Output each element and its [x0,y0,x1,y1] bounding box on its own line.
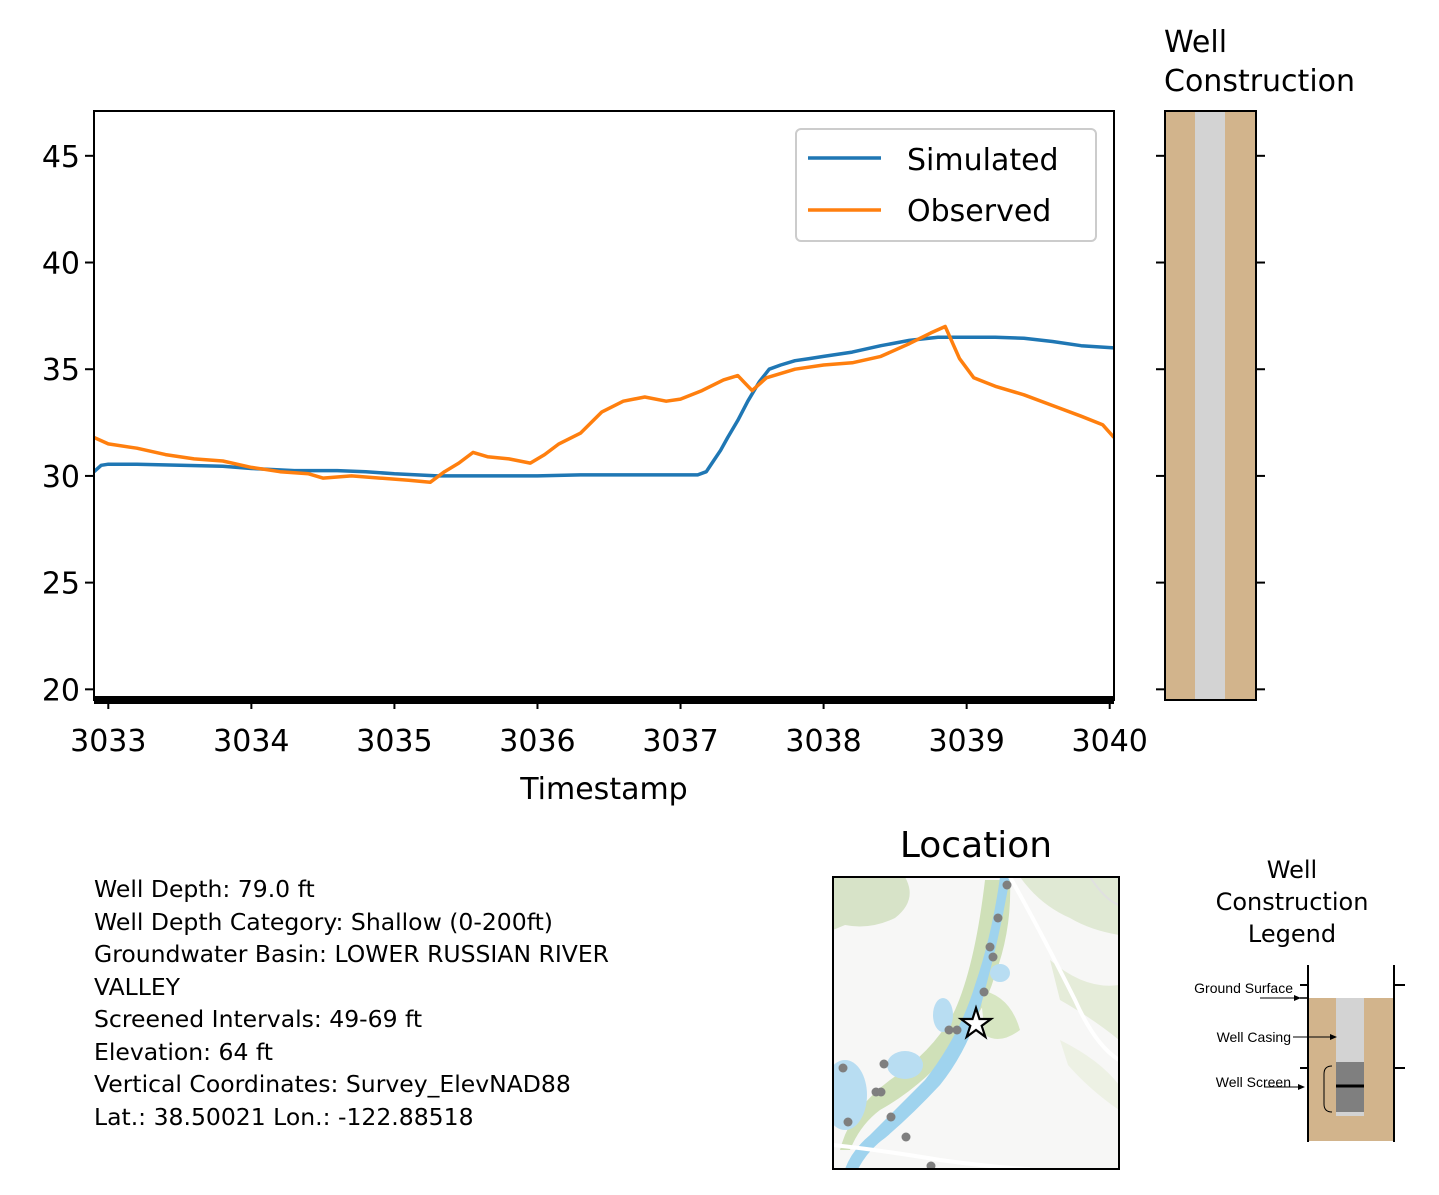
info-line-elevation: Elevation: 64 ft [94,1037,273,1066]
y-tick-label: 25 [42,567,80,602]
x-tick-label: 3040 [1072,724,1148,759]
map-frame [832,876,1120,1170]
well-construction-legend: Well Construction Legend Ground Surface … [1194,856,1405,1142]
location-map: Location [832,825,1120,1170]
y-tick-label: 45 [42,140,80,175]
star-icon [957,1004,995,1040]
well-construction-title-line2: Construction [1164,64,1355,99]
legend-title-line2: Construction [1216,888,1369,916]
legend-title-line1: Well [1267,856,1317,884]
legend: Simulated Observed [795,128,1097,242]
legend-label-simulated: Simulated [907,143,1059,178]
legend-well-screen-label: Well Screen [1216,1074,1291,1090]
legend-ground-surface-label: Ground Surface [1194,980,1293,996]
y-tick-label: 40 [42,247,80,282]
y-tick-label: 35 [42,353,80,388]
info-line-basin-cont: VALLEY [94,972,181,1001]
y-tick-label: 20 [42,673,80,708]
x-tick-label: 3039 [928,724,1004,759]
plot-frame [93,110,1115,701]
info-line-depth-category: Well Depth Category: Shallow (0-200ft) [94,907,553,936]
well-construction-panel: Well Construction [1156,25,1355,701]
legend-well-casing-label: Well Casing [1217,1029,1291,1045]
legend-title-line3: Legend [1248,920,1336,948]
y-tick-label: 30 [42,460,80,495]
x-tick-label: 3036 [499,724,575,759]
x-tick-label: 3035 [356,724,432,759]
x-tick-label: 3037 [642,724,718,759]
info-line-vertical-coords: Vertical Coordinates: Survey_ElevNAD88 [94,1070,571,1098]
well-construction-title-line1: Well [1164,25,1227,60]
info-line-screened-intervals: Screened Intervals: 49-69 ft [94,1005,423,1033]
well-casing-fill [1195,111,1225,700]
x-tick-label: 3038 [785,724,861,759]
groundwater-level-chart: 3033 3034 3035 3036 3037 3038 3039 3040 2025303… [42,110,1148,807]
well-construction-frame [1164,110,1257,701]
well-info-block: Well Depth: 79.0 ft Well Depth Category:… [94,873,609,1133]
x-axis-label: Timestamp [519,772,687,807]
x-tick-label: 3033 [70,724,146,759]
series-line-observed [94,324,1114,485]
info-line-well-depth: Well Depth: 79.0 ft [94,875,315,903]
x-tick-label: 3034 [213,724,289,759]
location-title: Location [900,825,1052,866]
info-line-lat-lon: Lat.: 38.50021 Lon.: -122.88518 [94,1102,474,1131]
info-line-basin: Groundwater Basin: LOWER RUSSIAN RIVER [94,940,610,968]
legend-label-observed: Observed [907,194,1051,229]
